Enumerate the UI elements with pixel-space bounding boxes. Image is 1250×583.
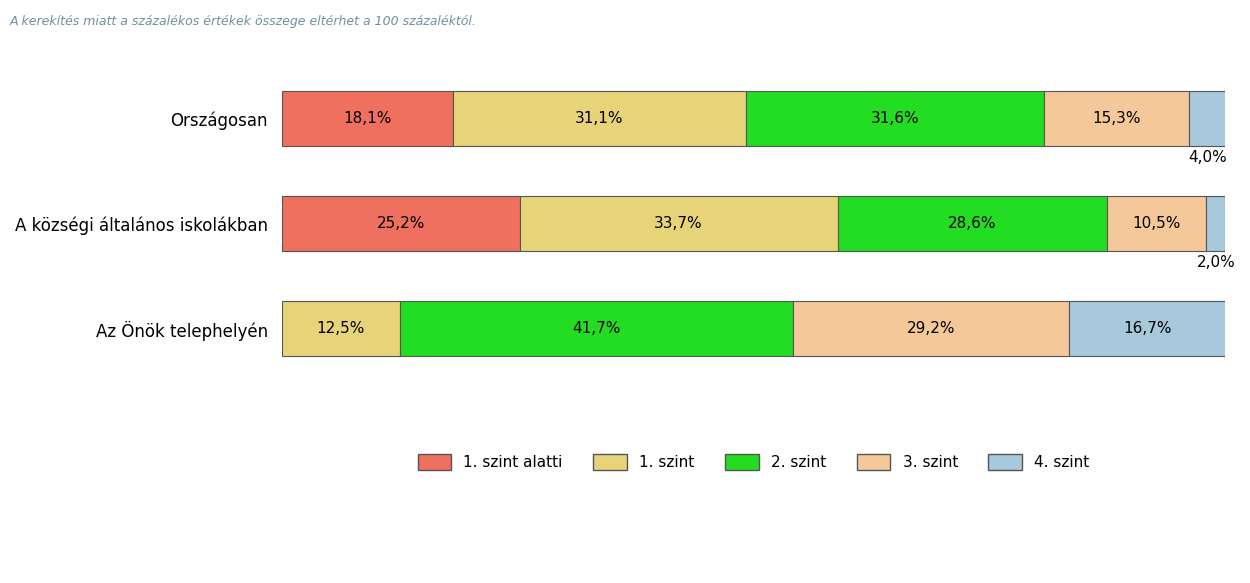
Bar [1069, 301, 1226, 356]
Text: 15,3%: 15,3% [1092, 111, 1140, 127]
Text: 18,1%: 18,1% [342, 111, 391, 127]
Text: 31,1%: 31,1% [575, 111, 624, 127]
Text: 29,2%: 29,2% [906, 321, 955, 336]
Text: 10,5%: 10,5% [1132, 216, 1181, 231]
Bar [794, 301, 1069, 356]
Text: 31,6%: 31,6% [871, 111, 920, 127]
Text: 2,0%: 2,0% [1196, 255, 1235, 270]
Bar [1189, 92, 1226, 146]
Bar [452, 92, 746, 146]
Bar [282, 92, 452, 146]
Bar [520, 196, 838, 251]
Text: 33,7%: 33,7% [654, 216, 702, 231]
Text: 25,2%: 25,2% [376, 216, 425, 231]
Text: 12,5%: 12,5% [316, 321, 365, 336]
Bar [400, 301, 794, 356]
Bar [282, 301, 400, 356]
Legend: 1. szint alatti, 1. szint, 2. szint, 3. szint, 4. szint: 1. szint alatti, 1. szint, 2. szint, 3. … [410, 446, 1098, 478]
Bar [282, 196, 520, 251]
Bar [1108, 196, 1206, 251]
Text: 41,7%: 41,7% [572, 321, 621, 336]
Text: 16,7%: 16,7% [1124, 321, 1171, 336]
Bar [1044, 92, 1189, 146]
Bar [838, 196, 1108, 251]
Bar [1206, 196, 1225, 251]
Bar [746, 92, 1044, 146]
Text: A kerekítés miatt a százalékos értékek összege eltérhet a 100 százaléktól.: A kerekítés miatt a százalékos értékek ö… [10, 15, 478, 27]
Text: 28,6%: 28,6% [949, 216, 996, 231]
Text: 4,0%: 4,0% [1188, 150, 1226, 165]
